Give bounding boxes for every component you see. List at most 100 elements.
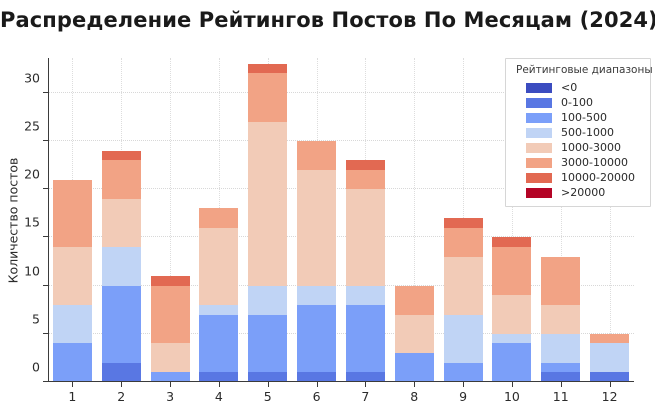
bar-segment[interactable] xyxy=(345,372,385,382)
legend-swatch-icon xyxy=(526,97,552,108)
bar-segment[interactable] xyxy=(248,372,288,382)
bar-segment[interactable] xyxy=(345,160,385,170)
legend-entry[interactable]: 100-500 xyxy=(514,110,644,125)
y-tick-mark xyxy=(43,236,48,238)
bar-group[interactable] xyxy=(52,58,92,382)
bar-segment[interactable] xyxy=(150,275,190,286)
bar-segment[interactable] xyxy=(248,121,288,286)
bar-segment[interactable] xyxy=(443,227,483,257)
legend-entry[interactable]: 0-100 xyxy=(514,95,644,110)
bar-segment[interactable] xyxy=(394,314,434,354)
x-tick-label: 11 xyxy=(552,389,569,404)
bar-segment[interactable] xyxy=(345,304,385,373)
bar-segment[interactable] xyxy=(443,256,483,315)
bar-segment[interactable] xyxy=(394,285,434,315)
bar-group[interactable] xyxy=(394,58,434,382)
bar-group[interactable] xyxy=(150,58,190,382)
bar-segment[interactable] xyxy=(541,304,581,334)
bar-segment[interactable] xyxy=(52,247,92,305)
legend-entry[interactable]: 1000-3000 xyxy=(514,140,644,155)
bar-segment[interactable] xyxy=(590,343,630,373)
bar-group[interactable] xyxy=(199,58,239,382)
bar-segment[interactable] xyxy=(297,169,337,286)
bar-segment[interactable] xyxy=(590,333,630,344)
bar-segment[interactable] xyxy=(101,160,141,199)
bar-segment[interactable] xyxy=(492,247,532,296)
bar-segment[interactable] xyxy=(199,304,239,315)
gridline-x xyxy=(170,58,172,382)
bar-group[interactable] xyxy=(590,58,630,382)
bar-segment[interactable] xyxy=(492,295,532,334)
legend-entry[interactable]: >20000 xyxy=(514,185,644,200)
bar-segment[interactable] xyxy=(199,372,239,382)
legend-entry[interactable]: 500-1000 xyxy=(514,125,644,140)
bar-group[interactable] xyxy=(443,58,483,382)
bar-segment[interactable] xyxy=(101,362,141,382)
bar-group[interactable] xyxy=(492,58,532,382)
bar-segment[interactable] xyxy=(492,333,532,344)
bar-segment[interactable] xyxy=(345,189,385,286)
bar-segment[interactable] xyxy=(52,179,92,247)
bar-segment[interactable] xyxy=(52,343,92,382)
chart-title: Распределение Рейтингов Постов По Месяца… xyxy=(0,8,655,32)
bar-segment[interactable] xyxy=(541,372,581,382)
bar-segment[interactable] xyxy=(150,343,190,373)
y-tick-label: 25 xyxy=(24,118,40,134)
gridline-y xyxy=(48,284,634,286)
bar-segment[interactable] xyxy=(394,353,434,382)
bar-segment[interactable] xyxy=(248,314,288,373)
x-tick-label: 5 xyxy=(263,389,272,404)
bar-segment[interactable] xyxy=(297,372,337,382)
y-tick-label: 30 xyxy=(24,70,40,86)
bar-segment[interactable] xyxy=(297,304,337,373)
bar-segment[interactable] xyxy=(297,285,337,305)
legend-entry[interactable]: 10000-20000 xyxy=(514,170,644,185)
bar-segment[interactable] xyxy=(443,218,483,228)
y-axis-label-text: Количество постов xyxy=(5,157,21,283)
bar-segment[interactable] xyxy=(150,285,190,344)
bar-segment[interactable] xyxy=(101,285,141,363)
bar-segment[interactable] xyxy=(541,362,581,373)
bar-group[interactable] xyxy=(248,58,288,382)
bar-segment[interactable] xyxy=(101,198,141,247)
bar-segment[interactable] xyxy=(248,73,288,122)
legend: Рейтинговые диапазоны <0 0-100 100-500 500-… xyxy=(505,58,653,207)
bar-group[interactable] xyxy=(101,58,141,382)
bar-group[interactable] xyxy=(541,58,581,382)
axes-frame xyxy=(48,58,634,382)
gridline-y xyxy=(48,332,634,334)
bar-segment[interactable] xyxy=(345,169,385,190)
bar-segment[interactable] xyxy=(199,314,239,373)
legend-entry[interactable]: 3000-10000 xyxy=(514,155,644,170)
bar-segment[interactable] xyxy=(590,372,630,382)
bar-segment[interactable] xyxy=(101,247,141,286)
x-tick-mark xyxy=(560,382,562,387)
bar-segment[interactable] xyxy=(52,304,92,344)
bar-segment[interactable] xyxy=(541,333,581,363)
bar-segment[interactable] xyxy=(541,256,581,305)
bar-segment[interactable] xyxy=(492,237,532,247)
bar-segment[interactable] xyxy=(443,362,483,382)
bar-segment[interactable] xyxy=(345,285,385,305)
bar-segment[interactable] xyxy=(248,285,288,315)
x-tick-mark xyxy=(414,382,416,387)
bar-group[interactable] xyxy=(345,58,385,382)
legend-swatch-icon xyxy=(526,127,552,138)
y-tick-label: 15 xyxy=(24,214,40,230)
y-tick-mark xyxy=(43,284,48,286)
x-tick-mark xyxy=(365,382,367,387)
bar-segment[interactable] xyxy=(297,140,337,170)
bar-segment[interactable] xyxy=(101,150,141,161)
bar-segment[interactable] xyxy=(443,314,483,363)
bar-segment[interactable] xyxy=(248,63,288,74)
legend-entry[interactable]: <0 xyxy=(514,80,644,95)
bar-segment[interactable] xyxy=(150,372,190,382)
bar-group[interactable] xyxy=(297,58,337,382)
x-tick-mark xyxy=(463,382,465,387)
gridline-y xyxy=(48,91,634,93)
bar-segment[interactable] xyxy=(492,343,532,382)
x-tick-mark xyxy=(609,382,611,387)
x-tick-label: 1 xyxy=(68,389,77,404)
bar-segment[interactable] xyxy=(199,208,239,228)
bar-segment[interactable] xyxy=(199,227,239,305)
